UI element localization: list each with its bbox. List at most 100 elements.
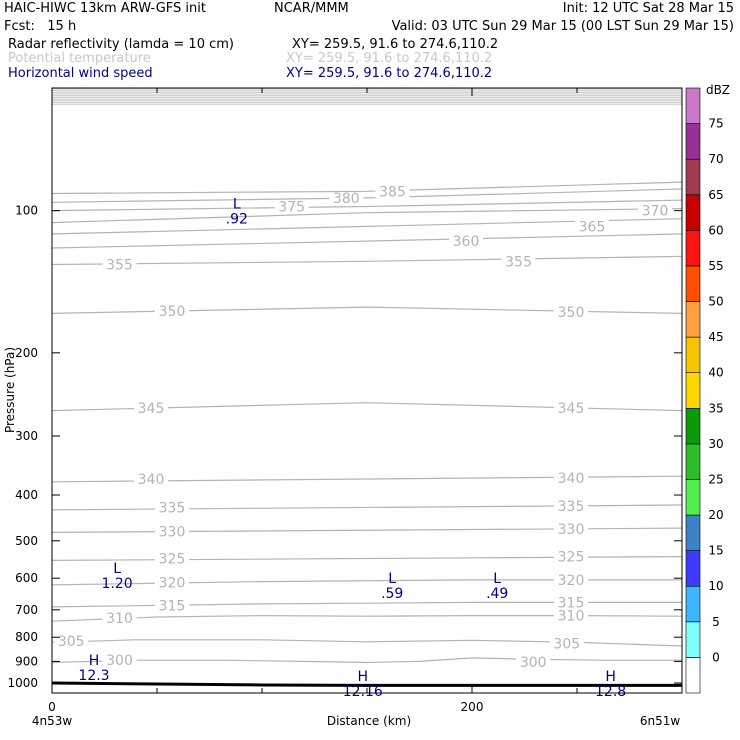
theta-label-350: 350: [159, 304, 186, 320]
colorbar-bin: [685, 301, 701, 338]
theta-label-315: 315: [558, 595, 585, 611]
wind-low-marker: L: [113, 561, 121, 577]
theta-label-bg: [155, 302, 189, 318]
theta-label-365: 365: [579, 219, 606, 235]
theta-contour-375: [52, 199, 682, 212]
y-tick-label: 700: [15, 603, 38, 617]
y-tick-label: 800: [15, 630, 38, 644]
theta-contour-370: [52, 208, 682, 224]
theta-label-bg: [501, 253, 536, 269]
colorbar-bin: [685, 372, 701, 409]
theta-label-bg: [554, 607, 588, 623]
theta-label-325: 325: [558, 550, 585, 566]
theta-label-310: 310: [106, 611, 133, 627]
theta-label-bg: [102, 652, 137, 668]
field2-name: Potential temperature: [8, 51, 151, 66]
theta-contour-355: [52, 255, 682, 266]
y-tick-label: 300: [15, 429, 38, 443]
colorbar-bin: [685, 265, 701, 302]
title-left: HAIC-HIWC 13km ARW-GFS init: [4, 1, 206, 16]
colorbar-label: 20: [708, 508, 723, 522]
colorbar-bin: [685, 514, 701, 551]
theta-label-355: 355: [505, 254, 532, 270]
theta-label-bg: [554, 571, 588, 587]
theta-label-370: 370: [642, 204, 669, 220]
wind-high-marker: H: [358, 669, 369, 685]
theta-label-330: 330: [159, 525, 186, 541]
theta-label-380: 380: [333, 191, 360, 207]
theta-label-bg: [554, 594, 588, 610]
colorbar-bin: [685, 87, 701, 124]
theta-label-325: 325: [159, 551, 186, 567]
colorbar-bin: [685, 479, 701, 516]
theta-contour-380: [52, 188, 682, 203]
x-end-label: 6n51w: [640, 714, 681, 728]
theta-label-360: 360: [453, 234, 480, 250]
theta-label-bg: [549, 635, 584, 651]
wind-extremum-value: .49: [486, 586, 508, 602]
wind-low-marker: L: [388, 571, 396, 587]
colorbar-label: 5: [712, 615, 720, 629]
theta-label-340: 340: [138, 472, 165, 488]
theta-label-bg: [102, 256, 137, 272]
theta-label-335: 335: [159, 500, 186, 516]
colorbar-label: 65: [708, 188, 723, 202]
theta-label-bg: [155, 597, 189, 613]
colorbar-label: 0: [712, 650, 720, 664]
valid-time: Valid: 03 UTC Sun 29 Mar 15 (00 LST Sun …: [391, 19, 734, 34]
theta-label-330: 330: [558, 522, 585, 538]
colorbar-bin: [685, 407, 701, 445]
y-tick-label: 900: [15, 654, 38, 668]
theta-label-bg: [554, 469, 588, 485]
theta-label-310: 310: [558, 609, 585, 625]
y-tick-label: 400: [15, 488, 38, 502]
init-time: Init: 12 UTC Sat 28 Mar 15: [562, 1, 734, 16]
terrain-surface-line: [52, 681, 682, 687]
theta-label-375: 375: [278, 199, 305, 215]
theta-label-350: 350: [558, 305, 585, 321]
forecast-hour: Fcst: 15 h: [4, 19, 77, 34]
colorbar-bin: [685, 194, 701, 231]
theta-label-bg: [155, 499, 189, 515]
colorbar-bin: [685, 550, 701, 587]
y-axis-label: Pressure (hPa): [3, 347, 17, 433]
y-tick-label: 200: [15, 346, 38, 360]
colorbar-label: 70: [708, 152, 723, 166]
theta-label-bg: [554, 520, 588, 536]
theta-label-bg: [554, 498, 588, 514]
y-tick-label: 500: [15, 534, 38, 548]
wind-extremum-value: 1.20: [102, 576, 133, 592]
colorbar-bin: [685, 657, 701, 694]
theta-label-345: 345: [558, 401, 585, 417]
colorbar-bin: [685, 621, 701, 658]
theta-label-320: 320: [558, 573, 585, 589]
colorbar-bin: [685, 336, 701, 374]
colorbar-label: 35: [708, 401, 723, 415]
theta-label-bg: [155, 523, 189, 539]
field1-xy: XY= 259.5, 91.6 to 274.6,110.2: [292, 37, 499, 52]
wind-extremum-value: 12.3: [78, 668, 109, 684]
wind-high-marker: H: [605, 669, 616, 685]
colorbar-label: 45: [708, 330, 723, 344]
colorbar-bin: [685, 230, 701, 267]
theta-label-bg: [554, 548, 588, 564]
theta-contour-360: [52, 233, 682, 249]
theta-label-bg: [54, 633, 89, 649]
wind-low-marker: L: [233, 197, 241, 213]
wind-extremum-value: 12.8: [595, 684, 626, 700]
x-axis-label: Distance (km): [327, 714, 411, 728]
x-tick-label: 0: [48, 700, 56, 714]
field1-name: Radar reflectivity (lamda = 10 cm): [8, 37, 234, 52]
colorbar-label: 40: [708, 366, 723, 380]
theta-label-320: 320: [159, 575, 186, 591]
theta-label-305: 305: [58, 634, 85, 650]
theta-label-bg: [449, 233, 483, 249]
colorbar-label: 50: [708, 295, 723, 309]
theta-label-bg: [638, 202, 672, 218]
theta-label-345: 345: [138, 401, 165, 417]
y-tick-label: 100: [15, 204, 38, 218]
theta-label-bg: [575, 218, 609, 234]
colorbar-title: dBZ: [706, 83, 730, 97]
theta-contour-300: [52, 657, 682, 664]
